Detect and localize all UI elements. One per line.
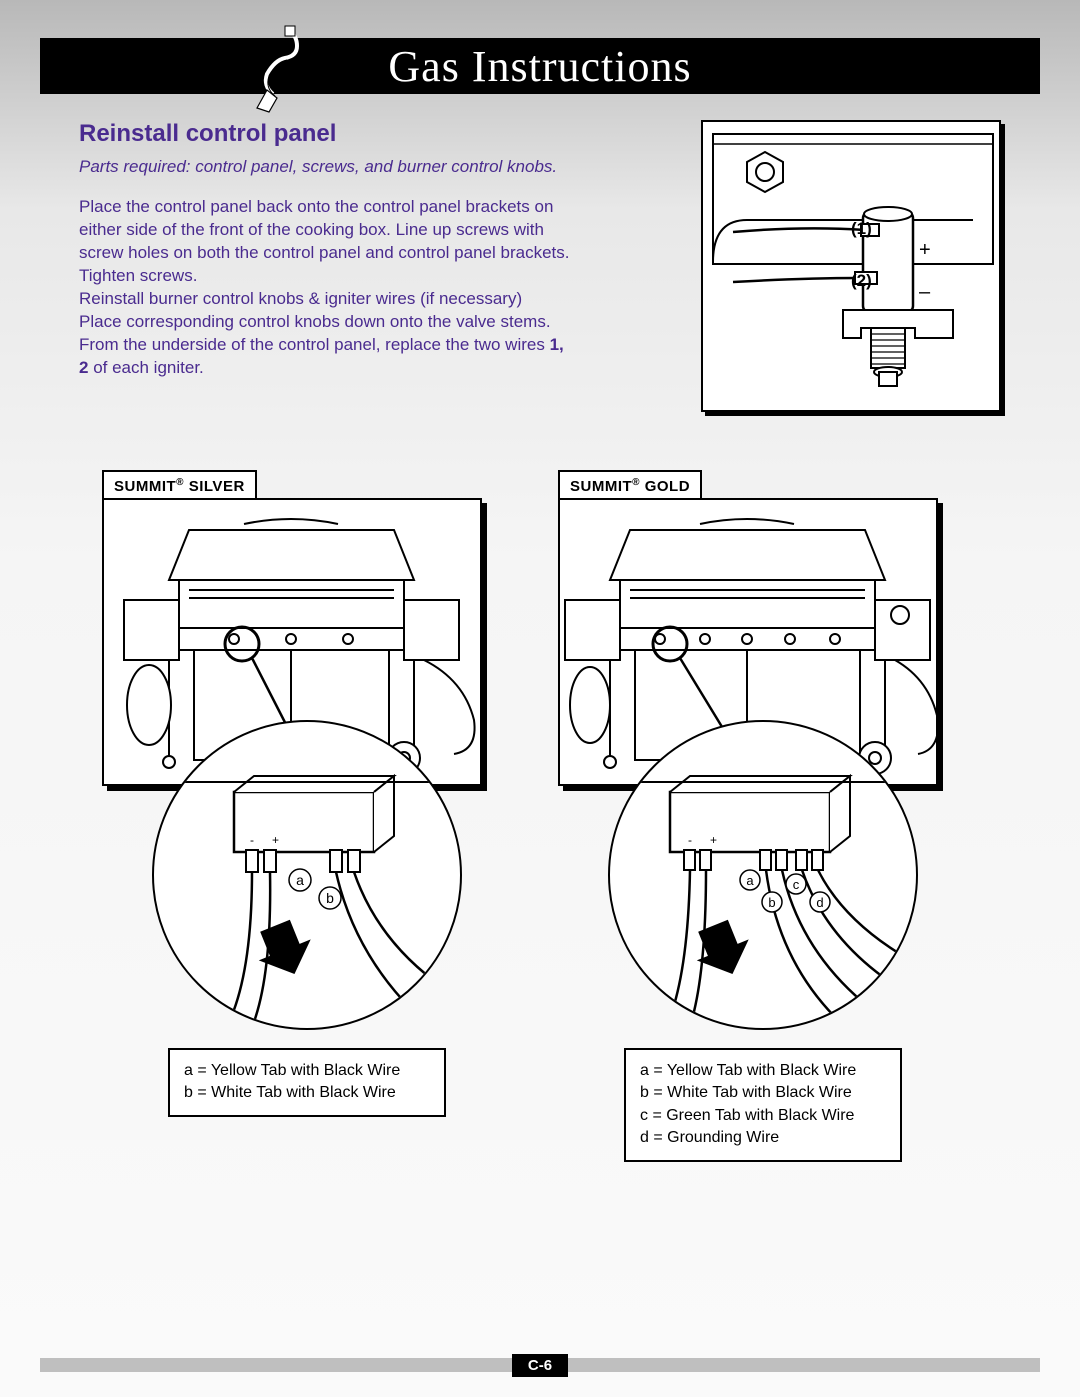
model-silver-suffix: SILVER — [184, 478, 245, 495]
model-gold-name: SUMMIT — [570, 478, 632, 495]
registered-icon: ® — [632, 477, 640, 488]
legend-gold: a = Yellow Tab with Black Wire b = White… — [624, 1048, 902, 1162]
header-band: Gas Instructions — [40, 38, 1040, 94]
legend-row: b = White Tab with Black Wire — [184, 1082, 430, 1104]
svg-text:+: + — [272, 833, 279, 847]
svg-text:c: c — [793, 877, 800, 892]
wire-label-1: (1) — [851, 219, 872, 238]
model-gold-suffix: GOLD — [640, 478, 690, 495]
svg-text:b: b — [768, 895, 775, 910]
igniter-diagram-svg: (1) (2) + – — [703, 122, 1003, 414]
registered-icon: ® — [176, 477, 184, 488]
detail-svg-gold: - + a — [610, 722, 918, 1030]
instruction-text: Place the control panel back onto the co… — [79, 196, 574, 380]
model-silver-name: SUMMIT — [114, 478, 176, 495]
summit-gold-panel: SUMMIT® GOLD — [558, 470, 978, 502]
wire-label-2: (2) — [851, 271, 872, 290]
footer-bar: C-6 — [40, 1355, 1040, 1375]
detail-circle-silver: - + a b — [152, 720, 462, 1030]
instruction-p3a: Place corresponding control knobs down o… — [79, 312, 551, 354]
hose-nozzle-icon — [255, 24, 313, 114]
summit-silver-panel: SUMMIT® SILVER — [102, 470, 522, 502]
footer-rule-left — [40, 1358, 512, 1372]
svg-text:a: a — [296, 872, 304, 888]
content-area: Reinstall control panel Parts required: … — [79, 120, 1001, 1337]
plus-label: + — [919, 239, 931, 261]
legend-row: b = White Tab with Black Wire — [640, 1082, 886, 1104]
detail-svg-silver: - + a b — [154, 722, 462, 1030]
svg-text:-: - — [688, 833, 692, 847]
legend-row: c = Green Tab with Black Wire — [640, 1105, 886, 1127]
instruction-p2: Reinstall burner control knobs & igniter… — [79, 289, 522, 308]
instruction-p1: Place the control panel back onto the co… — [79, 197, 569, 285]
minus-label: – — [919, 281, 931, 303]
igniter-wire-diagram: (1) (2) + – — [701, 120, 1001, 412]
legend-row: d = Grounding Wire — [640, 1127, 886, 1149]
detail-circle-gold: - + a — [608, 720, 918, 1030]
parts-required-text: Parts required: control panel, screws, a… — [79, 156, 569, 178]
page-title: Gas Instructions — [374, 41, 705, 92]
legend-row: a = Yellow Tab with Black Wire — [184, 1060, 430, 1082]
legend-silver: a = Yellow Tab with Black Wire b = White… — [168, 1048, 446, 1117]
footer-rule-right — [568, 1358, 1040, 1372]
page-number: C-6 — [512, 1354, 568, 1377]
svg-text:+: + — [710, 833, 717, 847]
svg-text:d: d — [816, 895, 823, 910]
svg-text:a: a — [746, 873, 754, 888]
legend-row: a = Yellow Tab with Black Wire — [640, 1060, 886, 1082]
instruction-p3c: of each igniter. — [88, 358, 203, 377]
svg-text:-: - — [250, 833, 254, 847]
svg-text:b: b — [326, 890, 334, 906]
